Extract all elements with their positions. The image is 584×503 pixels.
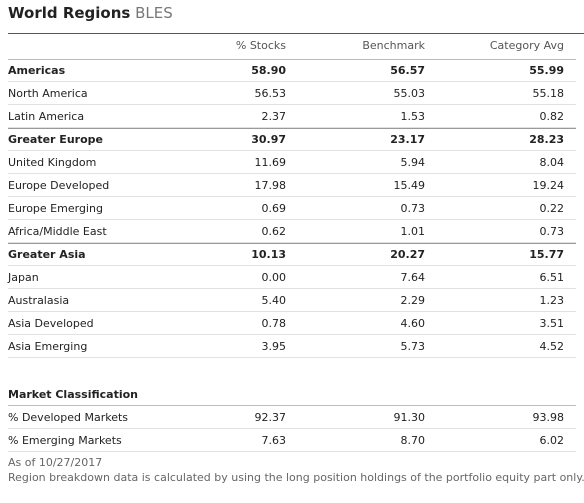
cell-value: 2.37 — [261, 110, 287, 123]
cell-value: 55.18 — [532, 87, 565, 100]
row-rule — [8, 428, 576, 429]
cell-value: 10.13 — [251, 248, 286, 261]
row-label: % Developed Markets — [8, 411, 129, 424]
title-rule — [8, 33, 584, 34]
cell-value: 8.70 — [400, 434, 426, 447]
row-label: Europe Emerging — [8, 202, 103, 215]
cell-value: 5.94 — [400, 156, 426, 169]
group-rule — [8, 243, 576, 244]
header-rule — [8, 59, 576, 60]
cell-value: 0.78 — [261, 317, 287, 330]
cell-value: 23.17 — [390, 133, 425, 146]
cell-value: 3.95 — [261, 340, 287, 353]
row-label: % Emerging Markets — [8, 434, 122, 447]
cell-value: 0.82 — [539, 110, 565, 123]
row-label: Greater Asia — [8, 248, 86, 261]
column-header: Category Avg — [489, 39, 564, 52]
row-label: Latin America — [8, 110, 85, 123]
section-rule — [8, 405, 576, 406]
row-rule — [8, 288, 576, 289]
row-label: Japan — [8, 271, 39, 284]
row-rule — [8, 196, 576, 197]
cell-value: 3.51 — [539, 317, 565, 330]
cell-value: 19.24 — [532, 179, 565, 192]
cell-value: 1.23 — [539, 294, 565, 307]
row-rule — [8, 311, 576, 312]
section-title: Market Classification — [8, 388, 139, 401]
cell-value: 0.73 — [400, 202, 426, 215]
cell-value: 56.57 — [390, 64, 425, 77]
cell-value: 91.30 — [393, 411, 426, 424]
cell-value: 93.98 — [532, 411, 565, 424]
row-label: Australasia — [8, 294, 70, 307]
cell-value: 2.29 — [400, 294, 426, 307]
cell-value: 28.23 — [529, 133, 564, 146]
cell-value: 7.63 — [261, 434, 287, 447]
row-rule — [8, 451, 576, 452]
cell-value: 15.77 — [529, 248, 564, 261]
cell-value: 55.99 — [529, 64, 564, 77]
cell-value: 56.53 — [254, 87, 287, 100]
cell-value: 5.73 — [400, 340, 426, 353]
cell-value: 15.49 — [393, 179, 426, 192]
cell-value: 6.02 — [539, 434, 565, 447]
row-label: Asia Emerging — [8, 340, 88, 353]
footnote: As of 10/27/2017 — [8, 456, 103, 469]
row-rule — [8, 219, 576, 220]
cell-value: 4.52 — [539, 340, 565, 353]
cell-value: 55.03 — [393, 87, 426, 100]
row-label: Africa/Middle East — [8, 225, 107, 238]
cell-value: 8.04 — [539, 156, 565, 169]
cell-value: 1.01 — [400, 225, 426, 238]
row-rule — [8, 104, 576, 105]
row-rule — [8, 265, 576, 266]
title: World Regions — [8, 4, 131, 22]
row-label: United Kingdom — [8, 156, 97, 169]
row-rule — [8, 173, 576, 174]
cell-value: 0.69 — [261, 202, 287, 215]
cell-value: 58.90 — [251, 64, 286, 77]
column-header: Benchmark — [362, 39, 425, 52]
cell-value: 1.53 — [400, 110, 426, 123]
cell-value: 17.98 — [254, 179, 287, 192]
row-label: Asia Developed — [8, 317, 94, 330]
cell-value: 0.22 — [539, 202, 565, 215]
cell-value: 11.69 — [254, 156, 287, 169]
cell-value: 5.40 — [261, 294, 287, 307]
footnote: Region breakdown data is calculated by u… — [8, 471, 584, 484]
row-label: Europe Developed — [8, 179, 110, 192]
row-label: Greater Europe — [8, 133, 103, 146]
row-rule — [8, 334, 576, 335]
row-rule — [8, 150, 576, 151]
row-rule — [8, 357, 576, 358]
row-rule — [8, 127, 576, 128]
cell-value: 6.51 — [539, 271, 565, 284]
row-label: Americas — [8, 64, 66, 77]
cell-value: 0.73 — [539, 225, 565, 238]
cell-value: 92.37 — [254, 411, 287, 424]
cell-value: 30.97 — [251, 133, 286, 146]
ticker: BLES — [135, 4, 173, 22]
cell-value: 7.64 — [400, 271, 426, 284]
cell-value: 20.27 — [390, 248, 425, 261]
cell-value: 0.00 — [261, 271, 287, 284]
row-rule — [8, 242, 576, 243]
title-line: World Regions BLES — [8, 4, 173, 22]
row-rule — [8, 81, 576, 82]
row-label: North America — [8, 87, 88, 100]
group-rule — [8, 128, 576, 129]
cell-value: 0.62 — [261, 225, 287, 238]
cell-value: 4.60 — [400, 317, 426, 330]
column-header: % Stocks — [235, 39, 286, 52]
